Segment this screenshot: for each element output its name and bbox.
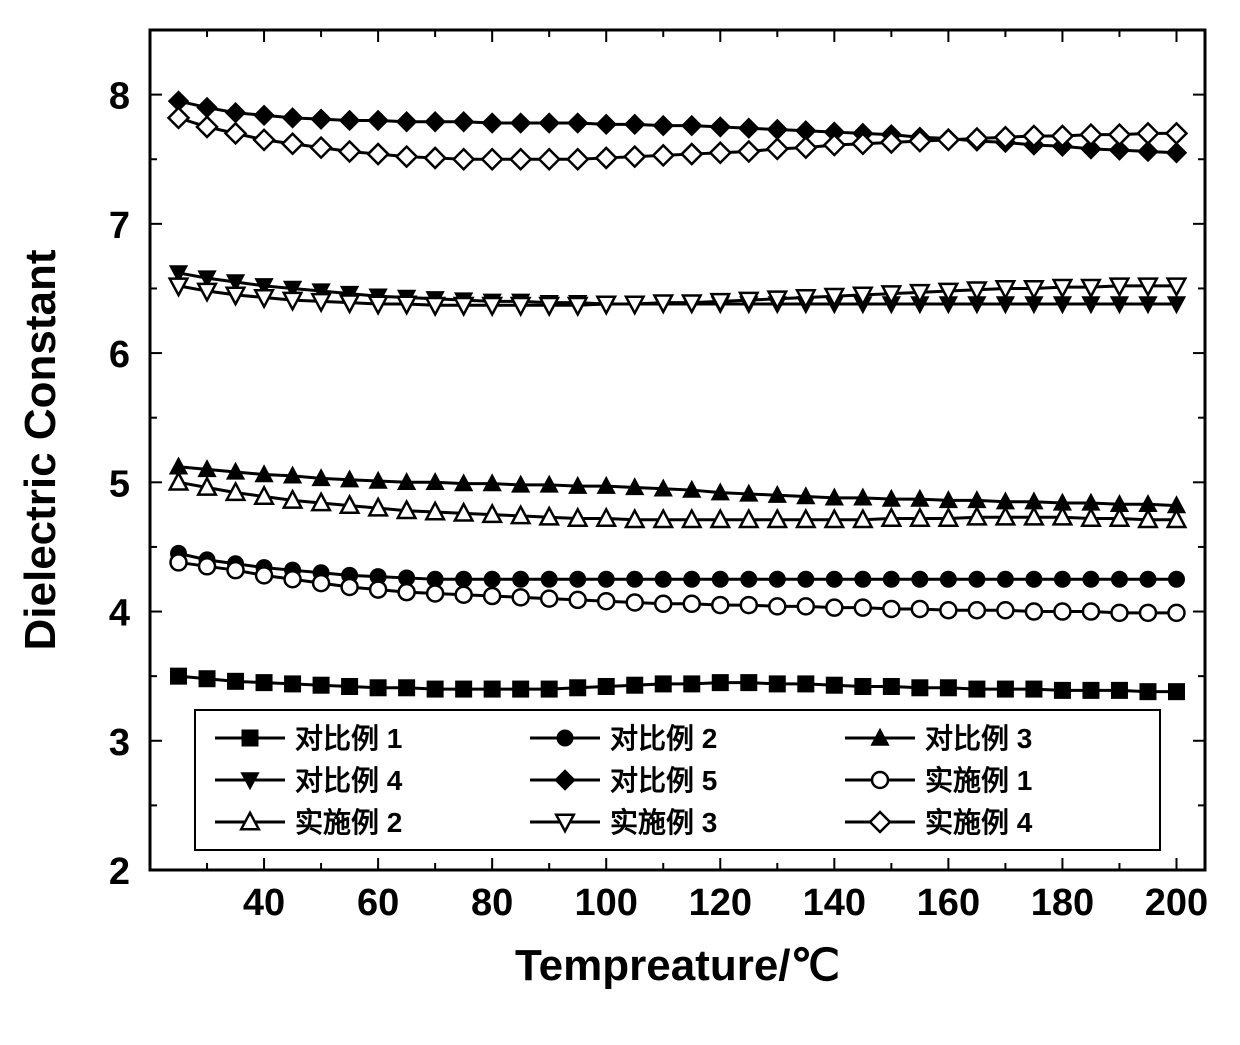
legend-label: 对比例 3 — [925, 723, 1032, 754]
legend-label: 实施例 2 — [295, 806, 402, 838]
x-tick-label: 100 — [575, 882, 638, 924]
chart-svg: 40 60 80 100 120 140 160 180 200 2 3 4 5 6 7 8 Tempreatu… — [0, 0, 1240, 1045]
legend-label: 实施例 1 — [925, 764, 1032, 796]
y-axis-label: Dielectric Constant — [16, 249, 65, 650]
x-tick-label: 40 — [243, 882, 285, 924]
legend-label: 对比例 4 — [295, 765, 403, 796]
x-tick-label: 200 — [1145, 882, 1208, 924]
legend-label: 对比例 2 — [610, 723, 717, 754]
legend-label: 对比例 5 — [610, 765, 717, 796]
x-tick-label: 140 — [803, 882, 866, 924]
x-tick-label: 160 — [917, 882, 980, 924]
legend-label: 实施例 3 — [610, 806, 717, 838]
x-tick-label: 180 — [1031, 882, 1094, 924]
x-tick-label: 120 — [689, 882, 752, 924]
y-tick-label: 3 — [109, 722, 130, 764]
y-tick-label: 6 — [109, 334, 130, 376]
x-axis-label: Tempreature/℃ — [515, 941, 840, 990]
legend-label: 实施例 4 — [925, 806, 1033, 838]
y-tick-label: 5 — [109, 463, 130, 505]
legend-label: 对比例 1 — [295, 723, 402, 754]
y-tick-label: 2 — [109, 851, 130, 893]
y-tick-label: 8 — [109, 76, 130, 118]
x-tick-label: 80 — [471, 882, 513, 924]
y-tick-label: 4 — [109, 593, 130, 635]
legend: 对比例 1 对比例 2 对比例 3 对比例 4 对比例 5 实施例 1 实施例 2 实施例 3… — [195, 710, 1160, 850]
y-tick-label: 7 — [109, 205, 130, 247]
x-tick-label: 60 — [357, 882, 399, 924]
chart-container: 40 60 80 100 120 140 160 180 200 2 3 4 5 6 7 8 Tempreatu… — [0, 0, 1240, 1045]
